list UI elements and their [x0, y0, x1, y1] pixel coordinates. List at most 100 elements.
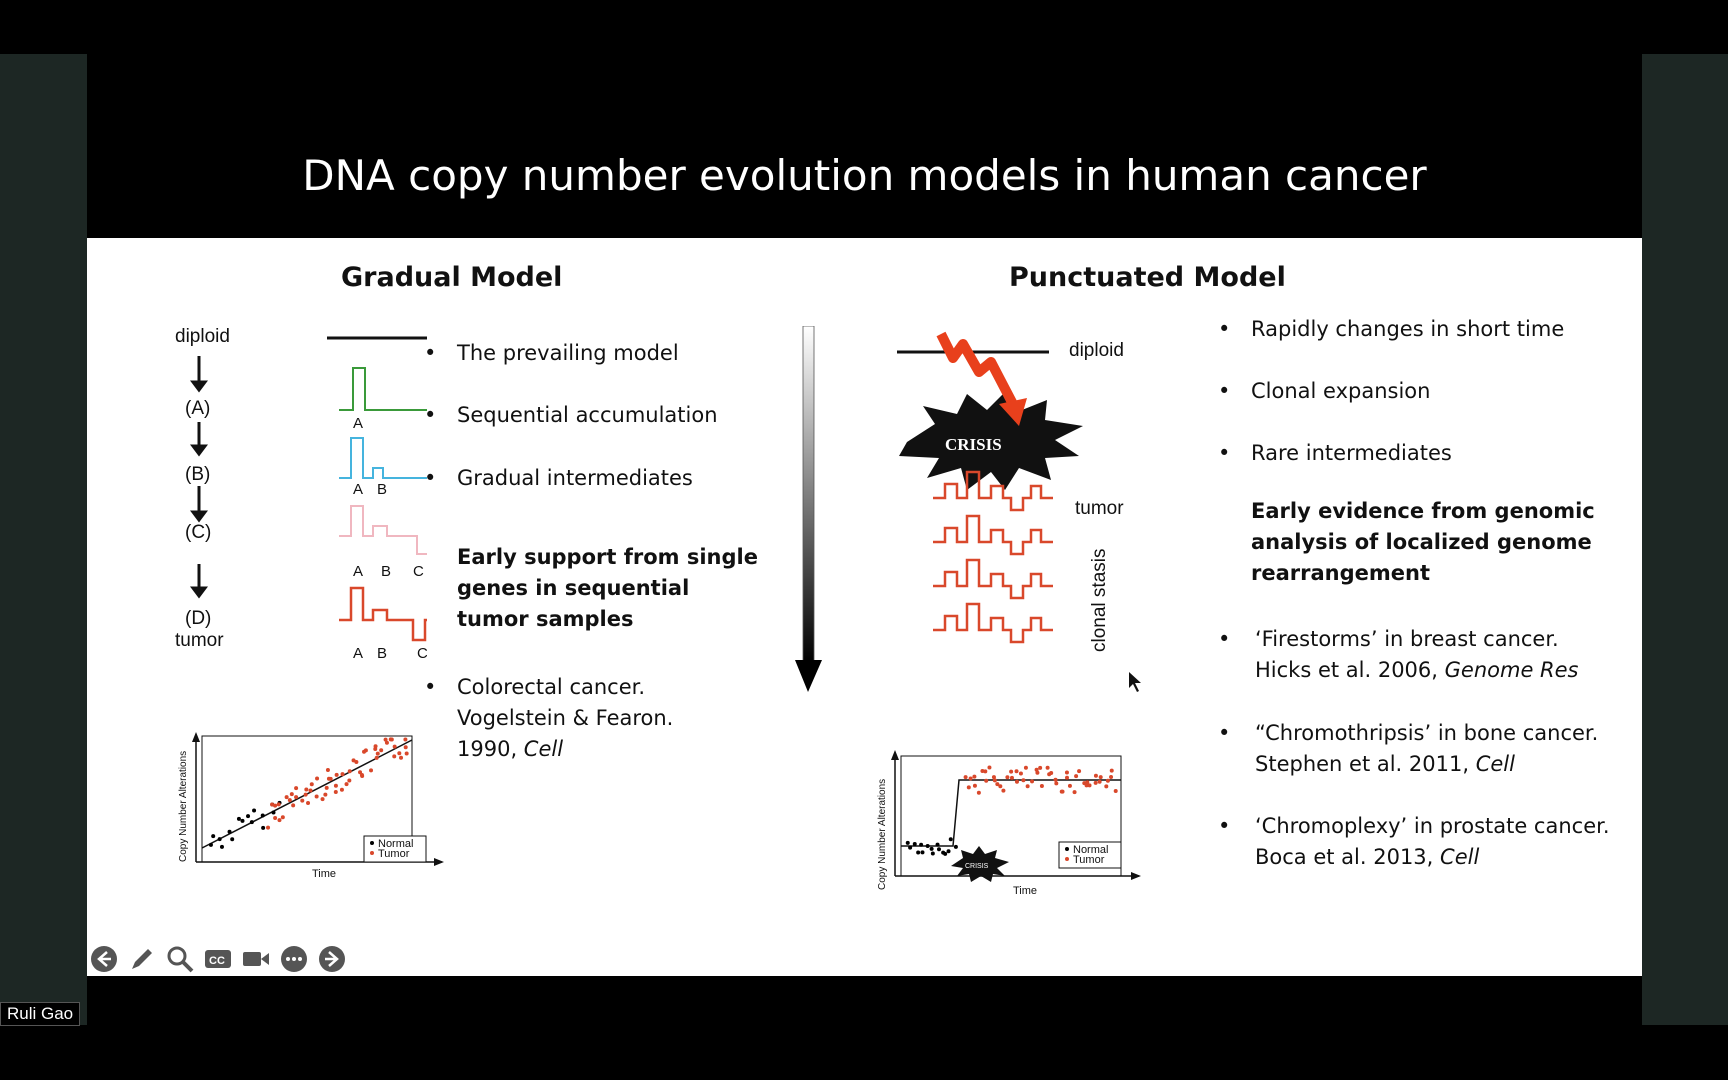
tumor-point: [291, 803, 296, 808]
tumor-point: [374, 755, 379, 760]
tumor-point: [1039, 783, 1044, 788]
gradual-ref-line3: 1990, Cell: [457, 737, 564, 761]
tumor-point: [270, 802, 275, 807]
tumor-point: [287, 798, 292, 803]
tumor-point: [1025, 784, 1030, 789]
tumor-point: [1085, 780, 1090, 785]
tumor-point: [1109, 768, 1114, 773]
punct-bullet-2: • Clonal expansion: [1218, 379, 1431, 403]
tumor-point: [324, 785, 329, 790]
gradual-support-line3: tumor samples: [457, 607, 634, 631]
forward-icon[interactable]: [317, 944, 347, 974]
time-arrow: [795, 326, 822, 692]
tumor-point: [972, 774, 977, 779]
tumor-point: [384, 740, 389, 745]
tumor-point: [1023, 765, 1028, 770]
tumor-profiles: [933, 470, 1053, 644]
normal-point: [916, 850, 921, 855]
tumor-point: [1014, 779, 1019, 784]
peak-label-c4: C: [417, 645, 427, 662]
normal-point: [912, 842, 917, 847]
normal-point: [217, 837, 222, 842]
stage-label-b: (B): [185, 464, 210, 485]
tumor-point: [1097, 779, 1102, 784]
peak-label-c3: C: [413, 563, 424, 580]
punct-bullet-3: • Rare intermediates: [1218, 441, 1452, 465]
peak-label-a2: A: [353, 481, 363, 498]
profile-d: [339, 586, 427, 642]
tumor-point: [963, 775, 968, 780]
normal-point: [936, 847, 941, 852]
tumor-point: [998, 784, 1003, 789]
back-icon[interactable]: [89, 944, 119, 974]
tumor-point: [294, 795, 299, 800]
punct-ylabel: Copy Number Alterations: [877, 779, 888, 890]
presenter-name-tag: Ruli Gao: [0, 1002, 81, 1026]
tumor-point: [1060, 789, 1065, 794]
tumor-point: [294, 786, 299, 791]
captions-icon[interactable]: CC: [203, 944, 233, 974]
gradual-bullet-3: • Gradual intermediates: [424, 466, 693, 490]
tumor-point: [1077, 769, 1082, 774]
tumor-point: [314, 794, 319, 799]
punctuated-points: [905, 765, 1118, 856]
punct-ref3-line1: • ‘Chromoplexy’ in prostate cancer.: [1218, 814, 1610, 838]
tumor-point: [987, 765, 992, 770]
crisis-burst: [899, 392, 1083, 490]
tumor-point: [1034, 767, 1039, 772]
tumor-point: [1009, 775, 1014, 780]
tumor-point: [397, 751, 402, 756]
profile-a: [339, 367, 427, 411]
stage-arrows: [190, 356, 208, 599]
tumor-point: [392, 744, 397, 749]
gradual-ref-line2: Vogelstein & Fearon.: [457, 706, 674, 730]
normal-point: [920, 850, 925, 855]
tumor-point: [284, 795, 289, 800]
tumor-point: [1021, 778, 1026, 783]
normal-point: [211, 834, 216, 839]
zoom-icon[interactable]: [165, 944, 195, 974]
normal-point: [227, 829, 232, 834]
pen-icon[interactable]: [127, 944, 157, 974]
camera-icon[interactable]: [241, 944, 271, 974]
tumor-point: [373, 744, 378, 749]
more-icon[interactable]: [279, 944, 309, 974]
profile-b: [339, 437, 427, 479]
normal-point: [236, 816, 241, 821]
tumor-point: [266, 825, 271, 830]
gradual-stage-diagram: diploid (A) (B) (C) (D) tumor A A B A: [175, 326, 427, 662]
punct-tumor-label: tumor: [1075, 498, 1124, 519]
tumor-point: [369, 768, 374, 773]
crisis-arrow: [936, 331, 1020, 411]
gradual-legend-tumor: Tumor: [378, 848, 410, 860]
tumor-point: [984, 778, 989, 783]
normal-point: [271, 810, 276, 815]
punctuated-model-heading: Punctuated Model: [1009, 262, 1286, 293]
tumor-point: [304, 787, 309, 792]
punct-diploid-label: diploid: [1069, 340, 1124, 361]
tumor-point: [339, 787, 344, 792]
slide-title: DNA copy number evolution models in huma…: [302, 151, 1427, 200]
gradual-points: [208, 737, 409, 849]
tumor-point: [315, 776, 320, 781]
stage-label-d: (D): [185, 608, 211, 629]
tumor-point: [1074, 774, 1079, 779]
normal-point: [208, 842, 213, 847]
tumor-point: [1087, 783, 1092, 788]
stage-label-diploid: diploid: [175, 326, 230, 347]
tumor-point: [966, 785, 971, 790]
punct-evidence-line2: analysis of localized genome: [1251, 530, 1592, 554]
tumor-point: [404, 751, 409, 756]
tumor-point: [1054, 781, 1059, 786]
tumor-point: [1065, 775, 1070, 780]
punctuated-cna-plot: CRISIS Normal Tumor Time Copy Number Alt…: [877, 750, 1141, 897]
tumor-point: [273, 803, 278, 808]
normal-point: [219, 844, 224, 849]
peak-label-b4: B: [377, 645, 387, 662]
tumor-point: [1049, 771, 1054, 776]
tumor-point: [280, 815, 285, 820]
gradual-xlabel: Time: [312, 868, 336, 880]
gradual-bullet-1: • The prevailing model: [424, 341, 679, 365]
tumor-point: [1105, 778, 1110, 783]
normal-point: [930, 851, 935, 856]
